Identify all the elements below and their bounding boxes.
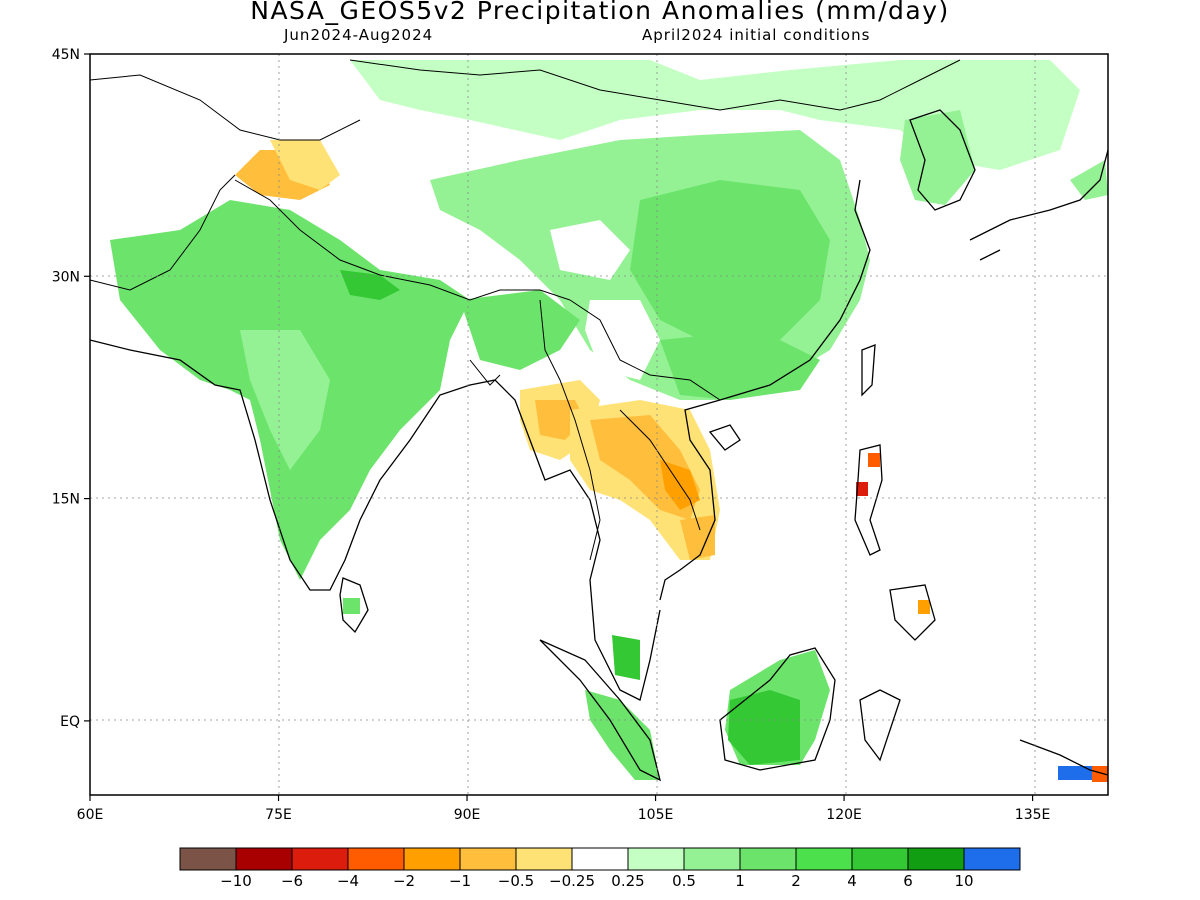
map-axes: 45N 30N 15N EQ 60E 75E 90E 105E 120E 135E bbox=[52, 47, 1051, 823]
colorbar-label: 4 bbox=[847, 872, 857, 890]
colorbar-label: −2 bbox=[393, 872, 415, 890]
anomaly-field-central-asia bbox=[350, 60, 1080, 170]
lon-tick-label: 60E bbox=[77, 807, 104, 823]
anomaly-field-korea bbox=[900, 110, 975, 205]
colorbar-swatch bbox=[347, 847, 405, 871]
colorbar-label: 0.25 bbox=[611, 872, 644, 890]
anomaly-field-malaysia bbox=[612, 635, 640, 680]
forecast-period: Jun2024-Aug2024 bbox=[284, 26, 434, 44]
anomaly-field-india-inner bbox=[240, 330, 330, 470]
border-afghanistan bbox=[89, 174, 236, 291]
colorbar-swatch bbox=[683, 847, 741, 871]
border-mongolia bbox=[349, 59, 961, 111]
lat-tick-label: 45N bbox=[52, 47, 80, 63]
lat-tick-label: 15N bbox=[52, 492, 80, 508]
colorbar-swatch bbox=[795, 847, 853, 871]
anomaly-field-yunnan-gap bbox=[585, 300, 660, 380]
colorbar-label: −10 bbox=[220, 872, 252, 890]
lon-tick-label: 105E bbox=[638, 807, 674, 823]
colorbar-label: 0.5 bbox=[672, 872, 696, 890]
colorbar-label: −0.5 bbox=[498, 872, 534, 890]
colorbar-label: −4 bbox=[337, 872, 359, 890]
coastline-new-guinea bbox=[1019, 739, 1109, 776]
coastline-korea bbox=[909, 109, 976, 211]
anomaly-field-plateau-gap bbox=[550, 220, 630, 280]
border-bangladesh bbox=[469, 359, 501, 386]
colorbar-swatch bbox=[515, 847, 573, 871]
border-himalaya bbox=[234, 179, 571, 301]
anomaly-field-sri-lanka bbox=[343, 598, 360, 614]
colorbar-swatch bbox=[851, 847, 909, 871]
colorbar-label: 2 bbox=[791, 872, 801, 890]
anomaly-fields bbox=[110, 60, 1108, 782]
colorbar-label: −0.25 bbox=[549, 872, 595, 890]
lat-tick-label: EQ bbox=[60, 714, 80, 730]
coastline-mindanao bbox=[889, 584, 936, 641]
coastline-borneo bbox=[719, 647, 836, 771]
colorbar-label: 10 bbox=[954, 872, 973, 890]
lat-tick-label: 30N bbox=[52, 269, 80, 285]
coastline-taiwan bbox=[861, 344, 876, 397]
anomaly-field-vietnam-south bbox=[680, 515, 715, 560]
colorbar-swatch bbox=[179, 847, 237, 871]
map-plot bbox=[89, 53, 1109, 796]
anomaly-field-japan bbox=[1070, 160, 1108, 200]
anomaly-field-himalaya-strong bbox=[340, 270, 400, 300]
anomaly-field-luzon-north bbox=[868, 453, 880, 467]
anomaly-field-ne-india bbox=[460, 290, 580, 370]
colorbar-swatch bbox=[907, 847, 965, 871]
border-central-asia bbox=[89, 74, 361, 141]
coastline-hainan bbox=[708, 424, 741, 451]
map-frame bbox=[89, 53, 1109, 796]
coastline-japan bbox=[969, 149, 1109, 261]
colorbar-label: 6 bbox=[903, 872, 913, 890]
anomaly-field-borneo-core bbox=[728, 690, 800, 765]
border-myanmar-thailand bbox=[539, 299, 601, 561]
map-title: NASA_GEOS5v2 Precipitation Anomalies (mm… bbox=[250, 0, 950, 25]
coastline-luzon bbox=[854, 444, 883, 556]
anomaly-field-new-guinea-dry bbox=[1092, 766, 1108, 782]
anomaly-field-southern-china bbox=[660, 330, 820, 400]
colorbar-swatch bbox=[963, 847, 1021, 871]
colorbar-label: −6 bbox=[281, 872, 303, 890]
lon-tick-label: 120E bbox=[826, 807, 862, 823]
anomaly-field-mindanao bbox=[918, 600, 930, 614]
coastline-sri-lanka bbox=[339, 577, 369, 634]
initial-conditions: April2024 initial conditions bbox=[642, 26, 871, 44]
coastlines bbox=[89, 109, 1109, 782]
coastline-sulawesi bbox=[859, 689, 901, 762]
colorbar-label: 1 bbox=[735, 872, 745, 890]
graticule bbox=[90, 54, 1108, 795]
colorbar-label: −1 bbox=[449, 872, 471, 890]
anomaly-field-karakoram-light bbox=[270, 140, 340, 190]
colorbar-swatch bbox=[571, 847, 629, 871]
lon-tick-label: 90E bbox=[454, 807, 481, 823]
coastline-arabian-sea bbox=[89, 339, 661, 701]
country-borders bbox=[89, 59, 961, 561]
border-laos-vietnam bbox=[619, 409, 701, 531]
lon-tick-label: 75E bbox=[265, 807, 292, 823]
colorbar: −10 −6 −4 −2 −1 −0.5 −0.25 0.25 0.5 1 2 4 6 10 bbox=[179, 847, 1021, 890]
colorbar-swatch bbox=[235, 847, 293, 871]
colorbar-swatch bbox=[291, 847, 349, 871]
coastline-indochina bbox=[659, 179, 871, 601]
coastline-sumatra bbox=[539, 639, 661, 782]
anomaly-field-china-core bbox=[630, 180, 830, 350]
lon-tick-label: 135E bbox=[1015, 807, 1051, 823]
colorbar-swatch bbox=[627, 847, 685, 871]
colorbar-swatch bbox=[459, 847, 517, 871]
colorbar-swatch bbox=[403, 847, 461, 871]
colorbar-swatch bbox=[739, 847, 797, 871]
anomaly-field-luzon bbox=[856, 482, 868, 496]
border-china-se-asia bbox=[569, 299, 721, 401]
